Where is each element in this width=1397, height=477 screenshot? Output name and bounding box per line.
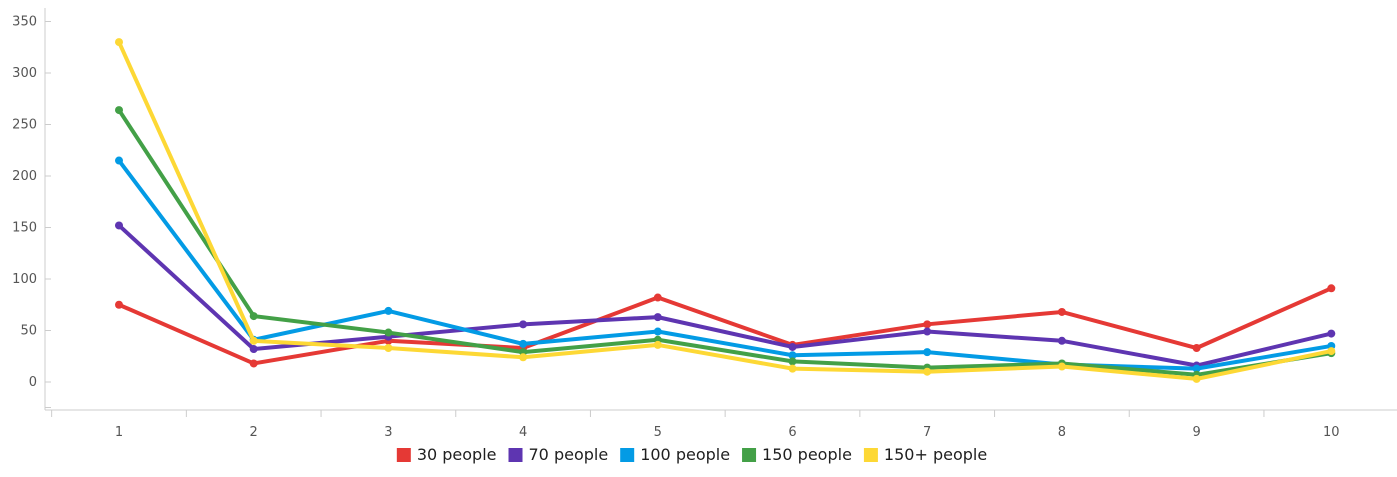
y-tick-label: 350 xyxy=(12,15,37,30)
data-point xyxy=(1192,374,1201,383)
data-point xyxy=(249,312,258,321)
x-tick-label: 10 xyxy=(1323,425,1340,440)
x-tick-label: 1 xyxy=(115,425,123,440)
data-point xyxy=(249,345,258,354)
legend: 30 people 70 people 100 people 150 people 15… xyxy=(396,445,987,464)
legend-label: 30 people xyxy=(417,445,497,464)
data-point xyxy=(788,357,797,366)
legend-swatch xyxy=(396,448,411,462)
data-point xyxy=(384,344,393,353)
data-point xyxy=(384,306,393,315)
legend-label: 150 people xyxy=(762,445,852,464)
data-point xyxy=(519,339,528,348)
data-point xyxy=(1327,284,1336,293)
data-point xyxy=(1057,336,1066,345)
data-point xyxy=(653,327,662,336)
legend-label: 70 people xyxy=(529,445,609,464)
data-point xyxy=(519,353,528,362)
y-tick-label: 50 xyxy=(20,324,37,339)
data-point xyxy=(923,320,932,329)
data-point xyxy=(1057,362,1066,371)
series-line xyxy=(117,40,1334,381)
x-tick-label: 2 xyxy=(250,425,258,440)
x-tick-label: 8 xyxy=(1058,425,1066,440)
data-point xyxy=(249,359,258,368)
legend-swatch xyxy=(620,448,635,462)
legend-label: 150+ people xyxy=(884,445,987,464)
data-point xyxy=(1192,344,1201,353)
legend-swatch xyxy=(742,448,757,462)
series-line xyxy=(117,286,1334,366)
data-point xyxy=(923,327,932,336)
y-tick-label: 150 xyxy=(12,221,37,236)
series-line xyxy=(117,108,1334,377)
data-point xyxy=(115,156,123,165)
data-point xyxy=(115,300,123,309)
legend-swatch xyxy=(863,448,878,462)
data-point xyxy=(923,348,932,357)
data-point xyxy=(1327,347,1336,356)
x-tick-label: 9 xyxy=(1192,425,1200,440)
data-point xyxy=(923,367,932,376)
legend-swatch xyxy=(508,448,523,462)
data-point xyxy=(788,364,797,373)
data-point xyxy=(653,293,662,302)
y-tick-label: 250 xyxy=(12,118,37,133)
y-tick-label: 300 xyxy=(12,66,37,81)
legend-item[interactable]: 100 people xyxy=(620,445,730,464)
series-3 xyxy=(115,106,1336,379)
y-tick-label: 0 xyxy=(29,375,37,390)
x-tick-label: 6 xyxy=(788,425,796,440)
data-point xyxy=(115,221,123,230)
data-point xyxy=(249,336,258,345)
data-point xyxy=(1057,307,1066,316)
data-point xyxy=(519,320,528,329)
y-tick-label: 100 xyxy=(12,272,37,287)
legend-item[interactable]: 150+ people xyxy=(863,445,987,464)
data-point xyxy=(1327,329,1336,338)
x-tick-label: 4 xyxy=(519,425,527,440)
series-4 xyxy=(115,38,1336,383)
data-point xyxy=(115,106,123,115)
legend-label: 100 people xyxy=(640,445,730,464)
series-lines xyxy=(115,38,1336,383)
data-point xyxy=(653,340,662,349)
x-tick-label: 5 xyxy=(654,425,662,440)
series-2 xyxy=(115,156,1336,373)
data-point xyxy=(653,313,662,322)
data-point xyxy=(1192,364,1201,373)
x-tick-label: 3 xyxy=(384,425,392,440)
series-1 xyxy=(115,221,1336,370)
y-tick-label: 200 xyxy=(12,169,37,184)
legend-item[interactable]: 70 people xyxy=(508,445,609,464)
x-tick-label: 7 xyxy=(923,425,931,440)
legend-item[interactable]: 30 people xyxy=(396,445,497,464)
data-point xyxy=(384,328,393,337)
data-point xyxy=(788,342,797,351)
data-point xyxy=(788,351,797,360)
data-point xyxy=(115,38,123,47)
axes: 0 50 100 150 200 250 300 350 1 2 3 4 5 6 7 8 9 10 xyxy=(12,8,1397,440)
legend-item[interactable]: 150 people xyxy=(742,445,852,464)
